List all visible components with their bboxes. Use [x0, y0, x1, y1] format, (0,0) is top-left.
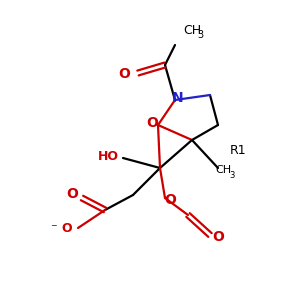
- Text: O: O: [66, 187, 78, 201]
- Text: O: O: [164, 193, 176, 207]
- Text: CH: CH: [183, 23, 201, 37]
- Text: HO: HO: [98, 149, 118, 163]
- Text: R1: R1: [230, 143, 247, 157]
- Text: CH: CH: [215, 165, 231, 175]
- Text: 3: 3: [197, 30, 203, 40]
- Text: O: O: [146, 116, 158, 130]
- Text: 3: 3: [229, 170, 234, 179]
- Text: N: N: [172, 91, 184, 105]
- Text: O: O: [212, 230, 224, 244]
- Text: O: O: [118, 67, 130, 81]
- Text: ⁻ O: ⁻ O: [51, 221, 73, 235]
